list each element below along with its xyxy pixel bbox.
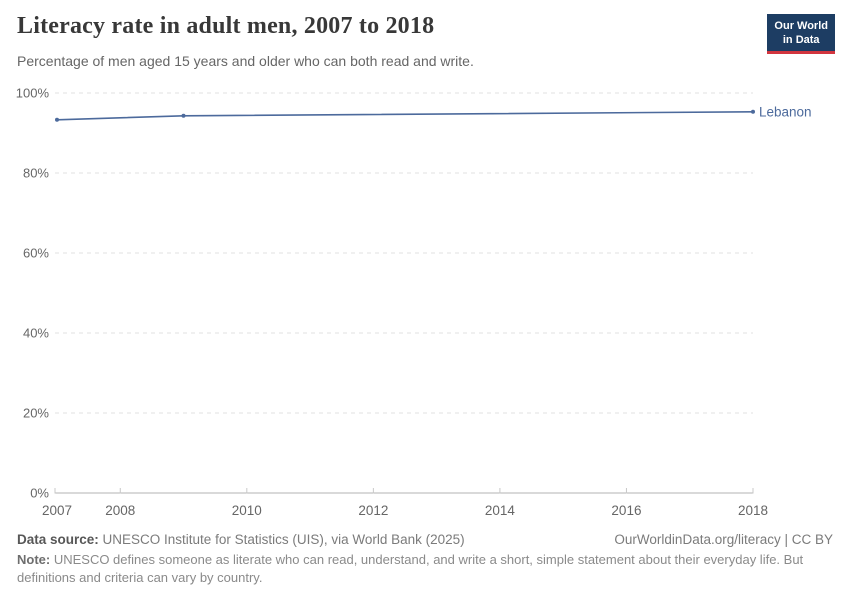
chart-footer: Data source: UNESCO Institute for Statis… bbox=[17, 531, 833, 587]
x-tick-label-2014: 2014 bbox=[485, 503, 516, 518]
x-tick-label-2016: 2016 bbox=[611, 503, 641, 518]
y-tick-label-80: 80% bbox=[23, 166, 49, 181]
data-source-line: Data source: UNESCO Institute for Statis… bbox=[17, 531, 465, 549]
entity-label-lebanon: Lebanon bbox=[759, 104, 812, 119]
y-tick-label-20: 20% bbox=[23, 406, 49, 421]
attribution-text: OurWorldinData.org/literacy | CC BY bbox=[614, 532, 833, 547]
owid-logo: Our World in Data bbox=[767, 14, 835, 54]
footer-source-row: Data source: UNESCO Institute for Statis… bbox=[17, 531, 833, 549]
owid-logo-line2: in Data bbox=[782, 34, 820, 46]
chart-subtitle: Percentage of men aged 15 years and olde… bbox=[17, 53, 474, 69]
y-tick-label-100: 100% bbox=[16, 86, 50, 101]
line-chart: 0% 20% 40% 60% 80% 100% 2007 2008 2010 2012 2014 20… bbox=[16, 86, 812, 519]
x-tick-label-2010: 2010 bbox=[232, 503, 262, 518]
data-source-text: UNESCO Institute for Statistics (UIS), v… bbox=[98, 532, 465, 547]
x-tick-label-2018: 2018 bbox=[738, 503, 768, 518]
y-tick-label-40: 40% bbox=[23, 326, 49, 341]
x-tick-label-2008: 2008 bbox=[105, 503, 135, 518]
data-point-lebanon-2009 bbox=[181, 113, 186, 118]
series-line-lebanon bbox=[56, 111, 754, 121]
y-tick-label-60: 60% bbox=[23, 246, 49, 261]
footer-note: Note: UNESCO defines someone as literate… bbox=[17, 551, 833, 587]
data-point-lebanon-2018 bbox=[751, 109, 755, 114]
chart-title: Literacy rate in adult men, 2007 to 2018 bbox=[17, 13, 435, 39]
data-source-label: Data source: bbox=[17, 532, 99, 547]
x-tick-label-2012: 2012 bbox=[358, 503, 388, 518]
x-tick-label-2007: 2007 bbox=[42, 503, 72, 518]
note-label: Note: bbox=[17, 552, 51, 567]
note-text: UNESCO defines someone as literate who c… bbox=[17, 552, 804, 585]
y-tick-label-0: 0% bbox=[30, 486, 49, 501]
data-point-lebanon-2007 bbox=[55, 117, 59, 122]
owid-logo-line1: Our World bbox=[774, 20, 828, 32]
